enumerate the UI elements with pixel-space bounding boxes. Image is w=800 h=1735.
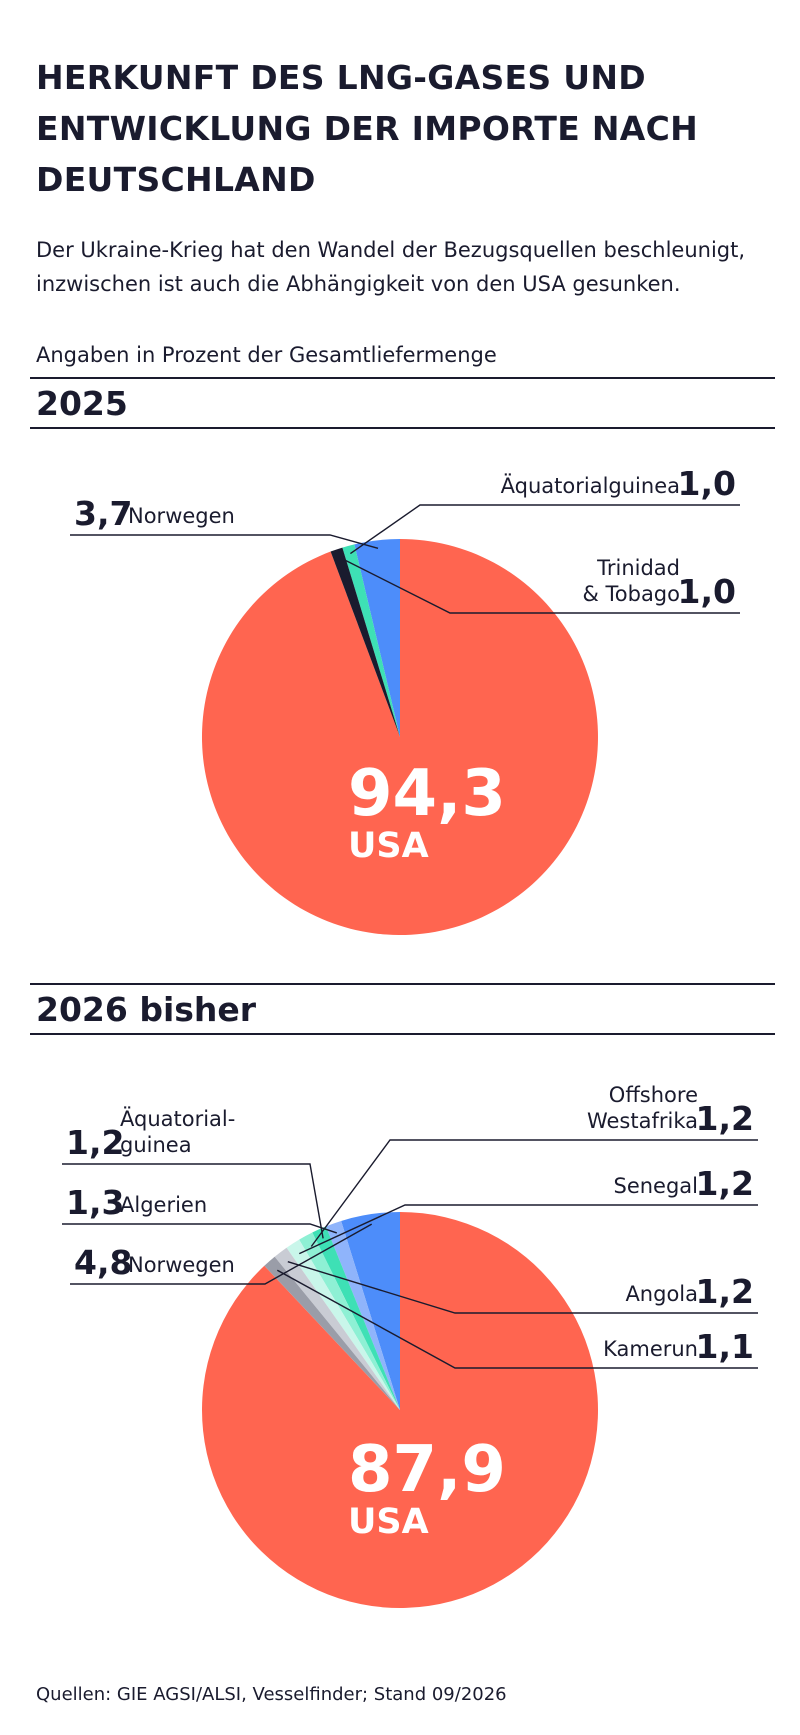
leader-line-trinidad-tobago <box>338 556 740 614</box>
slice-value-offshore-westafrika: 1,2 <box>696 1099 754 1138</box>
slice-label-äquatorialguinea: Äquatorialguinea <box>501 473 680 498</box>
chart-title-2025: 2025 <box>36 384 128 423</box>
pie-slice-äquatorialguinea <box>312 1226 400 1410</box>
pie-slice-angola <box>274 1247 400 1410</box>
pie-slice-norwegen <box>341 1212 400 1410</box>
slice-label-usa: USA <box>348 1502 429 1542</box>
slice-value-äquatorialguinea: 1,0 <box>678 464 736 503</box>
page-title: HERKUNFT DES LNG-GASES UND ENTWICKLUNG D… <box>36 58 699 199</box>
slice-value-algerien: 1,3 <box>66 1183 124 1222</box>
leader-line-äquatorialguinea <box>349 504 740 555</box>
slice-label-angola: Angola <box>625 1282 698 1306</box>
section-divider <box>30 377 775 379</box>
slice-value-trinidad-tobago: 1,0 <box>678 572 736 611</box>
leader-line-algerien <box>62 1223 338 1234</box>
slice-value-usa: 87,9 <box>348 1433 506 1507</box>
pie-slice-usa <box>201 539 598 935</box>
pie-slice-usa <box>202 1212 599 1608</box>
pie-chart-2026: 87,9USA4,8Norwegen1,3Algerien1,2Äquatori… <box>62 1083 758 1608</box>
slice-label-senegal: Senegal <box>613 1174 698 1198</box>
slice-value-norwegen: 4,8 <box>74 1243 132 1282</box>
section-divider <box>30 427 775 429</box>
pie-slice-äquatorialguinea <box>342 544 400 737</box>
slice-value-senegal: 1,2 <box>696 1164 754 1203</box>
leader-line-angola <box>287 1261 758 1314</box>
slice-value-usa: 94,3 <box>348 757 506 831</box>
slice-label-kamerun: Kamerun <box>603 1337 698 1361</box>
slice-value-äquatorialguinea: 1,2 <box>66 1123 124 1162</box>
slice-label-offshore-westafrika: Offshore Westafrika <box>587 1083 698 1133</box>
section-divider <box>30 1033 775 1035</box>
slice-label-äquatorialguinea: Äquatorial-guinea <box>120 1106 235 1157</box>
page-subtitle: Der Ukraine-Krieg hat den Wandel der Bez… <box>36 238 746 296</box>
slice-label-usa: USA <box>348 826 429 866</box>
leader-line-norwegen <box>70 1223 373 1285</box>
pie-chart-2025: 94,3USA3,7Norwegen1,0Äquatorialguinea1,0… <box>70 464 740 935</box>
pie-slice-trinidad-tobago <box>330 547 400 737</box>
unit-note: Angaben in Prozent der Gesamtliefermenge <box>36 343 497 367</box>
slice-label-norwegen: Norwegen <box>128 1253 235 1277</box>
slice-label-norwegen: Norwegen <box>128 504 235 528</box>
pie-slice-algerien <box>325 1220 400 1410</box>
leader-line-offshore-westafrika <box>310 1139 758 1247</box>
slice-value-angola: 1,2 <box>696 1272 754 1311</box>
slice-label-algerien: Algerien <box>120 1193 207 1217</box>
chart-title-2026: 2026 bisher <box>36 990 257 1029</box>
leader-line-norwegen <box>70 534 379 549</box>
section-divider <box>30 983 775 985</box>
pie-slice-kamerun <box>264 1256 400 1410</box>
source-note: Quellen: GIE AGSI/ALSI, Vesselfinder; St… <box>36 1684 507 1705</box>
leader-line-senegal <box>299 1204 758 1255</box>
pie-slice-offshore-westafrika <box>299 1232 400 1410</box>
leader-line-kamerun <box>276 1269 758 1369</box>
slice-label-trinidad-tobago: Trinidad & Tobago <box>582 556 680 606</box>
slice-value-norwegen: 3,7 <box>74 494 132 533</box>
pie-slice-senegal <box>286 1239 400 1410</box>
leader-line-äquatorialguinea <box>62 1163 324 1239</box>
slice-value-kamerun: 1,1 <box>696 1327 754 1366</box>
pie-slice-norwegen <box>354 539 400 737</box>
